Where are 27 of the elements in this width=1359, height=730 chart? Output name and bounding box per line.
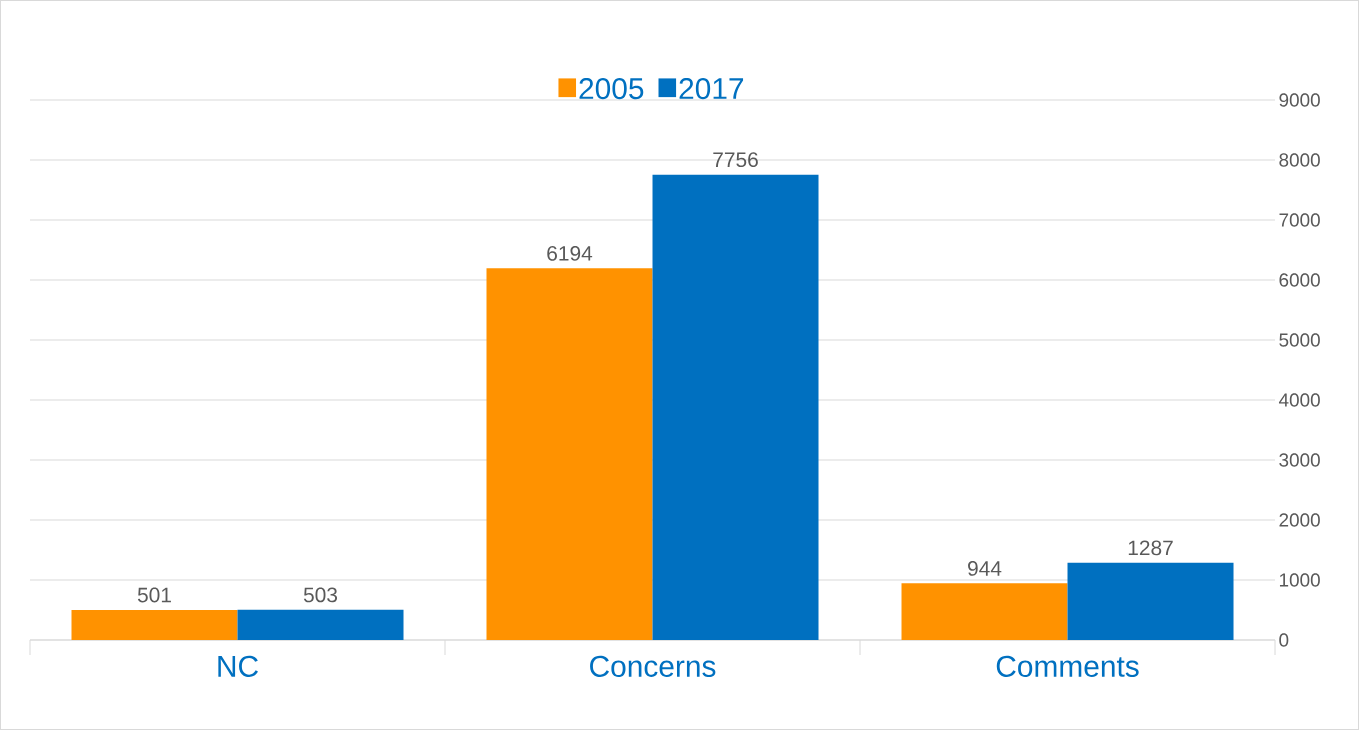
y-tick-label: 2000 <box>1279 513 1320 527</box>
data-label: 6194 <box>547 246 593 261</box>
y-tick-label: 0 <box>1279 633 1289 647</box>
data-label: 501 <box>137 587 171 603</box>
legend-label: 2017 <box>679 77 744 100</box>
y-tick-label: 9000 <box>1279 93 1320 107</box>
y-tick-label: 7000 <box>1279 213 1320 227</box>
x-tick-label: Comments <box>996 655 1139 677</box>
y-tick-label: 5000 <box>1279 333 1320 347</box>
x-tick-label: Concerns <box>590 655 716 677</box>
bar <box>486 268 653 640</box>
data-label: 7756 <box>713 152 758 168</box>
y-tick-label: 3000 <box>1279 453 1320 467</box>
y-tick-label: 4000 <box>1278 393 1320 407</box>
bar <box>71 609 238 640</box>
y-tick-label: 1000 <box>1279 573 1320 587</box>
data-label: 944 <box>968 561 1002 576</box>
y-tick-label: 6000 <box>1279 273 1320 287</box>
y-tick-label: 8000 <box>1279 153 1320 167</box>
legend-label: 2005 <box>579 77 644 100</box>
bar <box>901 583 1068 640</box>
bar <box>1067 562 1234 640</box>
data-label: 503 <box>303 587 338 603</box>
data-label: 1287 <box>1128 540 1173 556</box>
bar <box>237 609 404 640</box>
bar <box>652 174 819 640</box>
x-tick-label: NC <box>218 655 258 677</box>
